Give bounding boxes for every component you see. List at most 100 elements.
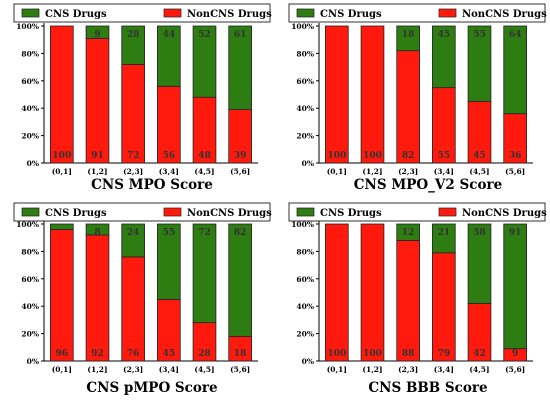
x-tick-label: (0,1] (327, 365, 347, 374)
bar-value-cns: 52 (198, 30, 211, 40)
bar-cns (157, 223, 181, 300)
chart-panel-4: CNS Drugs NonCNS Drugs 0% 20% 40% 60% 80% 100% 1… (288, 202, 547, 396)
legend-frame (288, 202, 546, 222)
bar-cns (121, 25, 145, 65)
bar-cns (432, 25, 456, 89)
y-tick-label: 60% (296, 77, 314, 86)
legend-swatch-cns (21, 207, 40, 217)
bar-value-noncns: 100 (327, 151, 346, 161)
bar-value-noncns: 28 (198, 349, 211, 359)
legend-frame (13, 202, 271, 222)
legend-label-noncns: NonCNS Drugs (187, 9, 272, 20)
y-tick-label: 0% (302, 159, 314, 168)
legend-label-noncns: NonCNS Drugs (187, 208, 272, 219)
bar-noncns (85, 234, 110, 362)
bar-value-noncns: 45 (473, 151, 486, 161)
x-tick-label: (1,2] (87, 167, 107, 176)
bar-value-noncns: 100 (363, 151, 382, 161)
bar-value-cns: 64 (509, 30, 522, 40)
bar-cns (50, 223, 74, 230)
y-tick-label: 100% (291, 220, 314, 229)
x-tick-label: (0,1] (327, 167, 347, 176)
bar-value-noncns: 56 (163, 151, 176, 161)
bar-value-noncns: 96 (56, 349, 69, 359)
bar-value-noncns: 18 (234, 349, 247, 359)
bar-noncns (121, 256, 145, 362)
bar-value-cns: 12 (402, 228, 415, 238)
bar-noncns (50, 229, 74, 362)
x-tick-label: (2,3] (398, 365, 418, 374)
chart-title: CNS MPO_V2 Score (354, 177, 502, 193)
bar-value-noncns: 72 (127, 151, 140, 161)
chart-title: CNS pMPO Score (86, 380, 217, 396)
y-tick-label: 40% (296, 302, 314, 311)
bar-cns (396, 223, 420, 241)
x-tick-label: (5,6] (230, 167, 250, 176)
bar-noncns (85, 37, 110, 164)
y-tick-label: 40% (296, 104, 314, 113)
bar-value-noncns: 42 (473, 349, 486, 359)
bar-cns (192, 25, 217, 98)
bar-value-cns: 18 (402, 30, 415, 40)
legend-swatch-cns (21, 8, 40, 18)
bar-cns (157, 25, 181, 87)
bar-value-noncns: 39 (234, 151, 247, 161)
bar-cns (396, 25, 420, 52)
legend: CNS Drugs NonCNS Drugs (288, 3, 547, 23)
bar-noncns (325, 223, 349, 362)
legend-frame (13, 3, 271, 23)
bar-value-cns: 21 (438, 228, 451, 238)
bar-value-cns: 44 (163, 30, 176, 40)
y-tick-label: 60% (21, 275, 39, 284)
y-tick-label: 100% (291, 22, 314, 31)
bar-value-noncns: 36 (509, 151, 522, 161)
bar-cns (503, 25, 527, 115)
bar-noncns (360, 25, 385, 164)
bar-value-noncns: 92 (91, 349, 104, 359)
legend: CNS Drugs NonCNS Drugs (288, 202, 547, 222)
x-tick-label: (1,2] (87, 365, 107, 374)
bar-value-noncns: 48 (198, 151, 211, 161)
x-tick-label: (5,6] (505, 167, 525, 176)
bar-cns (503, 223, 527, 350)
legend-label-cns: CNS Drugs (320, 208, 382, 219)
y-tick-label: 80% (296, 49, 314, 58)
bar-value-cns: 24 (127, 228, 140, 238)
bar-noncns (396, 240, 420, 362)
x-tick-label: (4,5] (469, 167, 489, 176)
legend-swatch-cns (296, 8, 315, 18)
x-tick-label: (3,4] (434, 365, 454, 374)
y-tick-label: 40% (21, 302, 39, 311)
x-tick-label: (0,1] (52, 365, 72, 374)
legend-frame (288, 3, 546, 23)
x-tick-label: (4,5] (194, 365, 214, 374)
chart-panel-1: CNS Drugs NonCNS Drugs 0% 20% 40% 60% 80% 100% 1… (13, 3, 272, 193)
bar-noncns (360, 223, 385, 362)
bar-value-cns: 82 (234, 228, 247, 238)
legend-label-noncns: NonCNS Drugs (462, 208, 547, 219)
bar-noncns (396, 50, 420, 164)
bar-noncns (121, 63, 145, 164)
y-tick-label: 60% (21, 77, 39, 86)
bar-cns (121, 223, 145, 258)
x-tick-label: (4,5] (469, 365, 489, 374)
y-tick-label: 100% (16, 22, 39, 31)
y-tick-label: 0% (302, 357, 314, 366)
y-tick-label: 100% (16, 220, 39, 229)
legend-swatch-noncns (438, 207, 457, 217)
legend-swatch-noncns (163, 207, 182, 217)
legend: CNS Drugs NonCNS Drugs (13, 202, 272, 222)
x-tick-label: (2,3] (123, 167, 143, 176)
x-tick-label: (5,6] (505, 365, 525, 374)
legend-swatch-cns (296, 207, 315, 217)
bar-value-noncns: 55 (438, 151, 451, 161)
x-tick-label: (3,4] (159, 167, 179, 176)
y-tick-label: 20% (21, 132, 39, 141)
bar-cns (192, 223, 217, 324)
x-tick-label: (5,6] (230, 365, 250, 374)
y-tick-label: 20% (296, 330, 314, 339)
bar-value-noncns: 100 (363, 349, 382, 359)
bar-cns (228, 25, 252, 110)
y-tick-label: 0% (27, 159, 39, 168)
